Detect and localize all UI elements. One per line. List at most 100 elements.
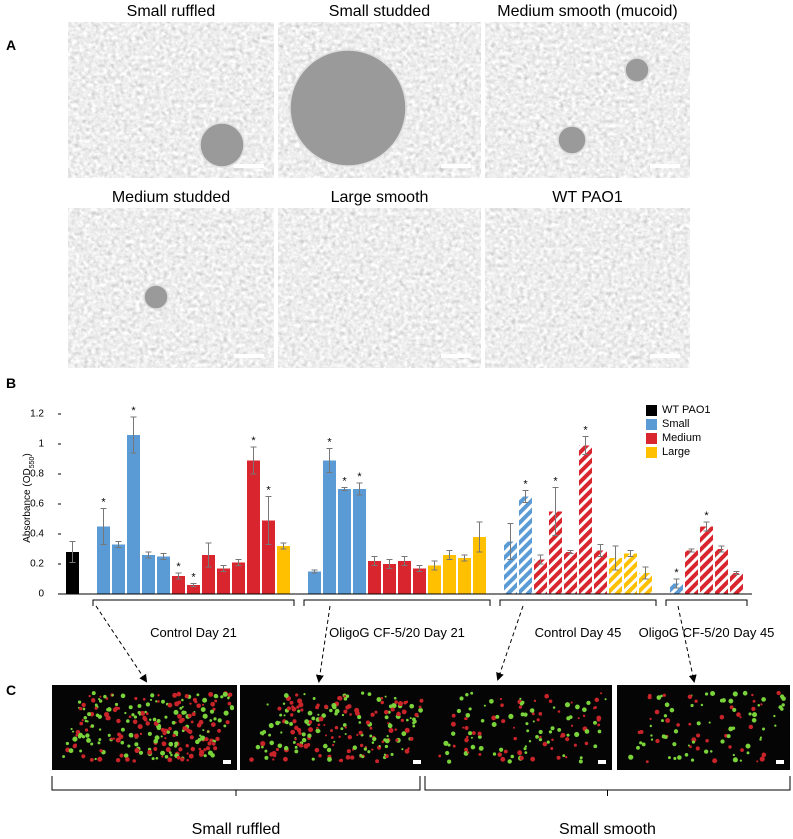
cell-dot xyxy=(323,704,329,709)
cell-dot xyxy=(116,718,121,724)
group-label: Small ruffled xyxy=(192,821,281,838)
cell-dot xyxy=(407,750,410,753)
cell-dot xyxy=(383,753,387,756)
cell-dot xyxy=(343,709,348,714)
cell-dot xyxy=(356,733,359,736)
bar xyxy=(413,568,426,594)
image-title: Medium studded xyxy=(112,189,230,206)
cell-dot xyxy=(217,718,222,723)
error-bar xyxy=(160,553,167,560)
error-bar xyxy=(522,490,529,503)
cell-dot xyxy=(574,731,580,738)
cell-dot xyxy=(347,735,352,740)
cell-dot xyxy=(133,715,138,719)
cell-dot xyxy=(90,724,95,728)
y-axis-label-part: ) xyxy=(22,453,33,456)
cell-dot xyxy=(128,705,133,710)
cell-dot xyxy=(128,715,132,719)
cell-dot xyxy=(401,748,404,751)
cell-dot xyxy=(462,726,465,729)
bar xyxy=(428,565,441,594)
bar xyxy=(247,460,260,594)
cell-dot xyxy=(283,714,286,717)
cell-dot xyxy=(491,722,497,727)
cell-dot xyxy=(215,695,219,698)
cell-dot xyxy=(160,750,166,756)
cell-dot xyxy=(761,697,766,702)
cell-dot xyxy=(65,741,70,746)
error-bar xyxy=(627,550,634,557)
bar xyxy=(594,550,607,594)
cell-dot xyxy=(418,707,423,713)
cell-dot xyxy=(90,742,94,746)
cell-dot xyxy=(312,697,316,700)
cell-dot xyxy=(186,752,189,755)
cell-dot xyxy=(501,719,506,724)
cell-dot xyxy=(341,713,345,717)
error-bar xyxy=(416,565,423,572)
group-label: Control Day 45 xyxy=(535,625,622,640)
cell-dot xyxy=(164,737,167,740)
cell-dot xyxy=(712,758,718,764)
cell-dot xyxy=(708,721,711,724)
cell-dot xyxy=(365,720,371,725)
cell-dot xyxy=(742,690,748,696)
cell-dot xyxy=(597,723,601,727)
group-bracket xyxy=(303,599,491,606)
cell-dot xyxy=(732,691,738,697)
bar xyxy=(142,555,155,594)
cell-dot xyxy=(139,732,143,736)
cell-dot xyxy=(491,715,497,721)
y-axis-label: Absorbance (OD550) xyxy=(22,453,36,543)
cell-dot xyxy=(526,729,530,733)
cell-dot xyxy=(115,757,121,763)
cell-dot xyxy=(394,700,398,704)
cell-dot xyxy=(112,737,115,740)
cell-dot xyxy=(200,735,206,741)
cell-dot xyxy=(751,717,757,723)
cell-dot xyxy=(317,723,321,727)
significance-marker: * xyxy=(357,471,362,483)
cell-dot xyxy=(566,716,571,721)
error-bar xyxy=(205,542,212,568)
cell-dot xyxy=(77,700,82,704)
bar xyxy=(700,526,713,594)
cell-dot xyxy=(557,727,562,732)
cell-dot xyxy=(409,736,414,741)
cell-dot xyxy=(656,695,662,700)
micrograph xyxy=(68,22,274,178)
cell-dot xyxy=(391,703,397,709)
cell-dot xyxy=(757,703,761,707)
cell-dot xyxy=(165,747,171,753)
cell-dot xyxy=(167,702,173,708)
cell-dot xyxy=(380,700,384,705)
micrograph xyxy=(485,208,690,368)
cell-dot xyxy=(746,751,750,755)
cell-dot xyxy=(470,691,474,695)
cell-dot xyxy=(311,716,316,721)
cell-dot xyxy=(99,699,103,703)
cell-dot xyxy=(318,716,324,722)
significance-marker: * xyxy=(674,567,679,579)
cell-dot xyxy=(70,727,73,731)
y-tick-label: 0 xyxy=(38,589,44,600)
cell-dot xyxy=(636,745,640,750)
group-label: Small smooth xyxy=(559,821,656,838)
cell-dot xyxy=(261,745,264,749)
cell-dot xyxy=(684,753,689,757)
cell-dot xyxy=(566,733,570,737)
bar xyxy=(715,549,728,594)
bar xyxy=(534,559,547,594)
cell-dot xyxy=(387,710,391,714)
cell-dot xyxy=(728,745,732,749)
bar xyxy=(308,571,321,594)
cell-dot xyxy=(483,704,486,707)
cell-dot xyxy=(687,744,690,747)
group-label: Control Day 21 xyxy=(150,625,237,640)
cell-dot xyxy=(199,749,205,756)
cell-dot xyxy=(518,705,523,709)
cell-dot xyxy=(134,733,139,739)
cell-dot xyxy=(153,738,159,744)
cell-dot xyxy=(593,720,597,725)
cell-dot xyxy=(667,756,671,760)
